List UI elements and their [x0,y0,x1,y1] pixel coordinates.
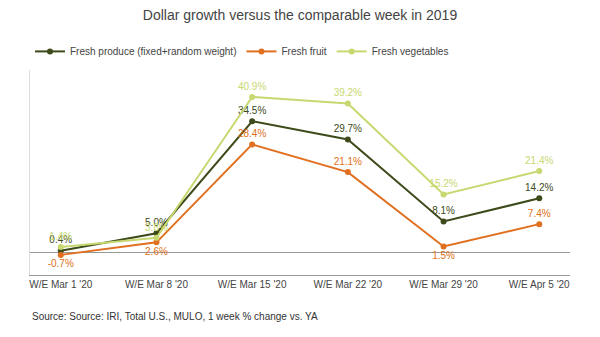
svg-text:34.5%: 34.5% [238,105,266,116]
svg-text:2.6%: 2.6% [145,246,168,257]
svg-text:40.9%: 40.9% [238,81,266,92]
svg-text:-0.7%: -0.7% [48,258,74,269]
svg-text:Fresh fruit: Fresh fruit [281,46,326,57]
svg-text:28.4%: 28.4% [238,128,266,139]
svg-text:W/E Mar 15 '20: W/E Mar 15 '20 [218,279,287,290]
svg-text:3.8%: 3.8% [145,222,168,233]
svg-text:1.4%: 1.4% [49,231,72,242]
svg-text:7.4%: 7.4% [528,208,551,219]
svg-text:21.1%: 21.1% [334,156,362,167]
svg-text:39.2%: 39.2% [334,87,362,98]
svg-text:W/E Mar 1 '20: W/E Mar 1 '20 [29,279,92,290]
svg-text:W/E Apr 5 '20: W/E Apr 5 '20 [509,279,570,290]
svg-text:14.2%: 14.2% [525,182,553,193]
svg-text:Fresh produce (fixed+random we: Fresh produce (fixed+random weight) [70,46,236,57]
svg-text:1.5%: 1.5% [432,250,455,261]
svg-text:W/E Mar 29 '20: W/E Mar 29 '20 [409,279,478,290]
svg-text:W/E Mar 8 '20: W/E Mar 8 '20 [125,279,188,290]
svg-text:Fresh vegetables: Fresh vegetables [372,46,449,57]
svg-text:15.2%: 15.2% [429,178,457,189]
svg-text:Dollar growth versus the compa: Dollar growth versus the comparable week… [143,7,458,23]
svg-text:Source: Source: IRI, Total U.S: Source: Source: IRI, Total U.S., MULO, 1… [32,311,318,322]
svg-text:21.4%: 21.4% [525,155,553,166]
svg-text:0.4%: 0.4% [49,234,72,245]
svg-text:8.1%: 8.1% [432,205,455,216]
svg-text:W/E Mar 22 '20: W/E Mar 22 '20 [314,279,383,290]
svg-text:29.7%: 29.7% [334,123,362,134]
svg-text:5.0%: 5.0% [145,217,168,228]
